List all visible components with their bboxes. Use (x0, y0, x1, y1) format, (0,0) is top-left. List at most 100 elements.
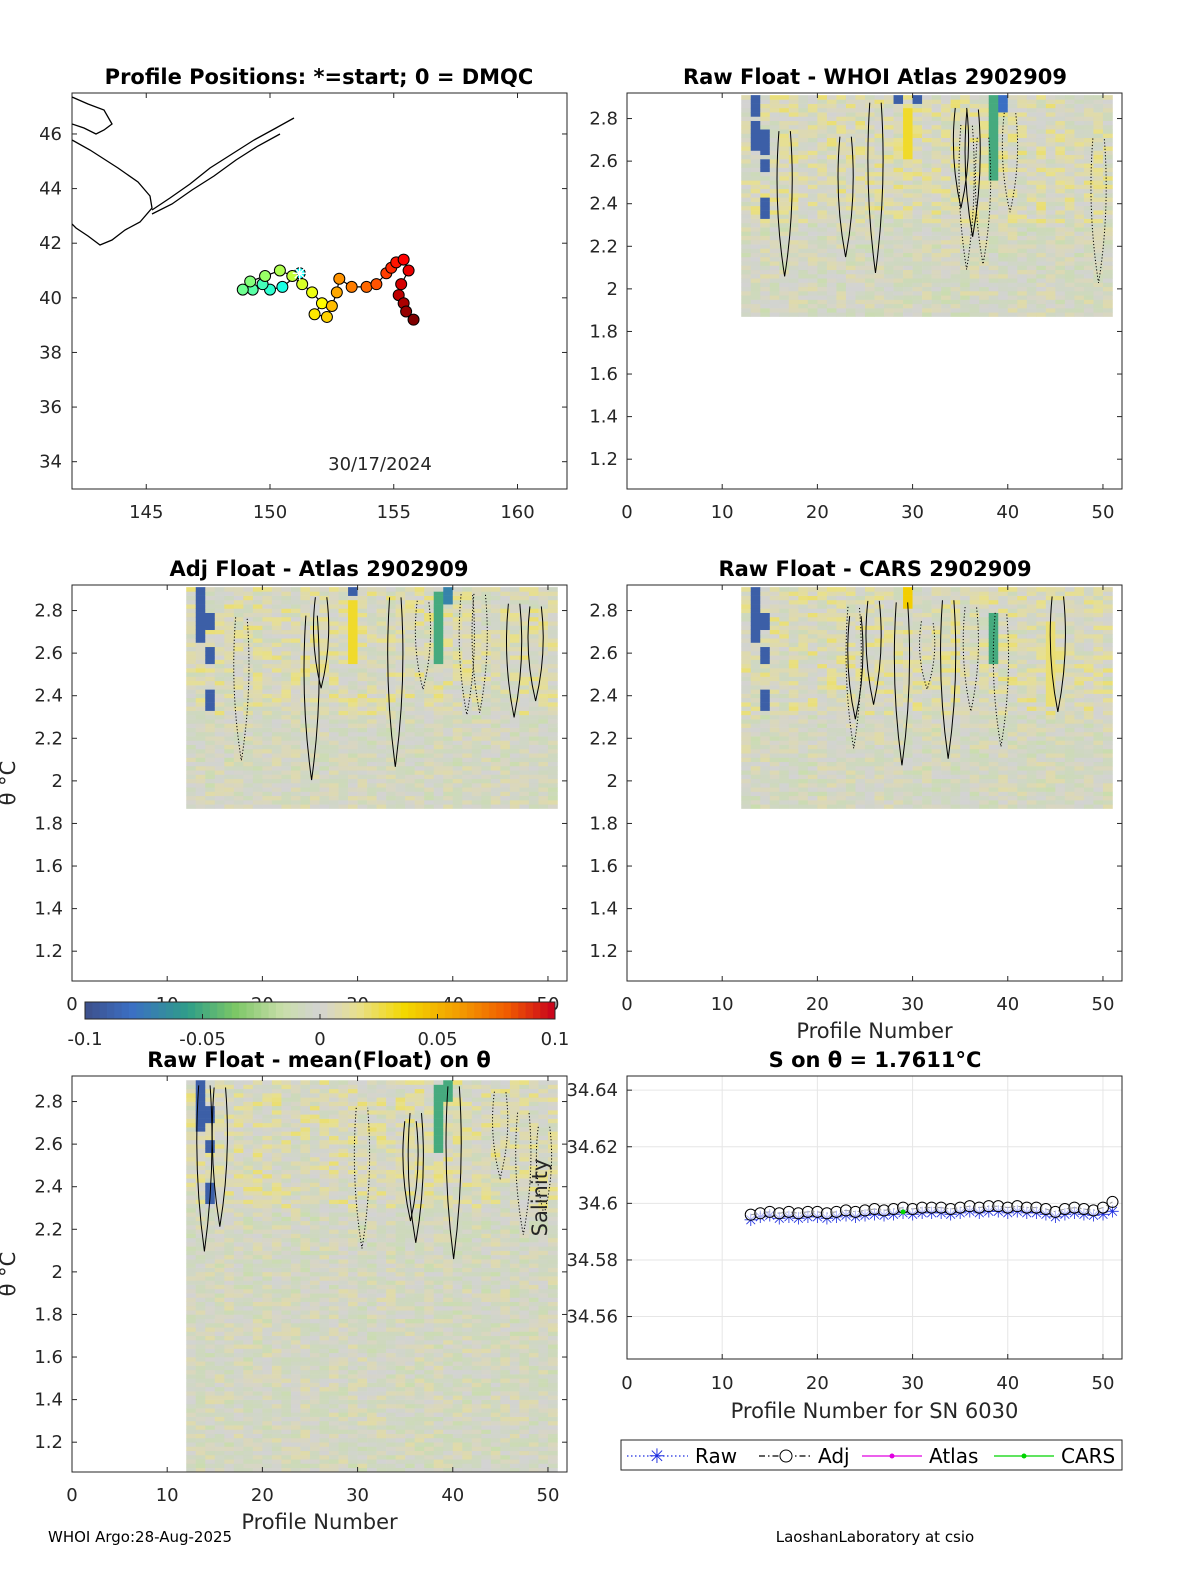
heatmap-cell (214, 787, 225, 792)
heatmap-cell (741, 744, 752, 750)
heatmap-cell (845, 655, 856, 660)
heatmap-cell (367, 680, 377, 686)
heatmap-cell (779, 761, 790, 767)
heatmap-cell (1102, 184, 1113, 190)
heatmap-cell (338, 757, 349, 763)
heatmap-cell (1102, 141, 1113, 147)
heatmap-cell (376, 723, 387, 728)
heatmap-cell (367, 714, 377, 720)
heatmap-cell (481, 748, 492, 754)
heatmap-cell (788, 753, 799, 758)
heatmap-cell (864, 633, 875, 639)
heatmap-cell (538, 672, 549, 677)
heatmap-cell (443, 680, 454, 686)
heatmap-cell (874, 99, 885, 104)
heatmap-cell (750, 286, 761, 292)
heatmap-cell (950, 265, 961, 271)
heatmap-cell (826, 710, 837, 716)
heatmap-cell (1083, 201, 1094, 207)
heatmap-cell (874, 295, 885, 300)
heatmap-cell (950, 201, 961, 207)
heatmap-cell (855, 231, 866, 236)
heatmap-cell (262, 629, 273, 635)
heatmap-cell (826, 231, 837, 236)
heatmap-cell (519, 608, 530, 613)
heatmap-cell (214, 672, 225, 677)
heatmap-cell (500, 693, 511, 699)
heatmap-cell (1102, 120, 1113, 126)
heatmap-cell (348, 770, 358, 775)
heatmap-cell (1017, 112, 1028, 117)
heatmap-cell (357, 689, 368, 694)
heatmap-cell (357, 744, 368, 750)
heatmap-cell (1036, 146, 1047, 151)
heatmap-cell (988, 103, 999, 109)
heatmap-cell (798, 719, 809, 724)
heatmap-cell (1026, 99, 1037, 104)
heatmap-cell (988, 303, 999, 309)
heatmap-cell (262, 795, 273, 801)
heatmap-cell (855, 595, 866, 601)
heatmap-cell (1074, 312, 1085, 317)
heatmap-cell (519, 787, 530, 792)
heatmap-cell (376, 706, 387, 711)
heatmap-cell (1026, 291, 1037, 296)
heatmap-cell (912, 184, 923, 190)
heatmap-cell (452, 625, 463, 631)
heatmap-cell (1055, 171, 1066, 177)
heatmap-cell (262, 663, 273, 669)
heatmap-cell (357, 604, 368, 609)
heatmap-cell (769, 184, 780, 190)
heatmap-cell (855, 295, 866, 300)
heatmap-cell (760, 591, 771, 596)
heatmap-cell (760, 616, 771, 622)
heatmap-cell (357, 748, 368, 754)
heatmap-cell (750, 231, 761, 236)
heatmap-cell (1074, 146, 1085, 151)
heatmap-cell (950, 239, 961, 245)
heatmap-cell (798, 180, 809, 185)
heatmap-cell (509, 587, 520, 592)
heatmap-cell (424, 787, 435, 792)
map-panel: Profile Positions: *=start; 0 = DMQC 30/… (39, 65, 568, 523)
heatmap-cell (528, 668, 539, 673)
heatmap-cell (788, 748, 799, 754)
heatmap-cell (376, 719, 387, 724)
heatmap-cell (290, 651, 301, 656)
heatmap-cell (912, 282, 923, 288)
heatmap-cell (903, 244, 913, 249)
heatmap-cell (912, 146, 923, 151)
heatmap-cell (903, 235, 913, 241)
heatmap-cell (874, 265, 885, 271)
heatmap-cell (538, 702, 549, 707)
heatmap-cell (969, 176, 980, 181)
heatmap-cell (845, 748, 856, 754)
heatmap-cell (348, 719, 358, 724)
heatmap-cell (329, 753, 339, 758)
heatmap-cell (788, 120, 799, 126)
heatmap-cell (769, 265, 780, 271)
heatmap-cell (893, 159, 904, 164)
heatmap-cell (1017, 299, 1028, 305)
heatmap-cell (826, 261, 837, 266)
heatmap-cell (864, 295, 875, 300)
heatmap-cell (519, 629, 530, 635)
heatmap-cell (779, 800, 790, 805)
heatmap-cell (538, 685, 549, 690)
heatmap-cell (319, 787, 330, 792)
heatmap-cell (262, 740, 273, 745)
heatmap-cell (788, 642, 799, 648)
heatmap-cell (1036, 308, 1047, 313)
heatmap-cell (760, 303, 771, 309)
heatmap-cell (329, 697, 339, 703)
heatmap-cell (807, 795, 818, 801)
heatmap-cell (960, 222, 970, 228)
heatmap-cell (271, 621, 282, 626)
heatmap-cell (481, 753, 492, 758)
heatmap-cell (741, 303, 752, 309)
heatmap-cell (1017, 133, 1028, 139)
heatmap-cell (979, 124, 990, 130)
heatmap-cell (903, 180, 913, 185)
heatmap-cell (864, 150, 875, 156)
heatmap-cell (186, 697, 197, 703)
